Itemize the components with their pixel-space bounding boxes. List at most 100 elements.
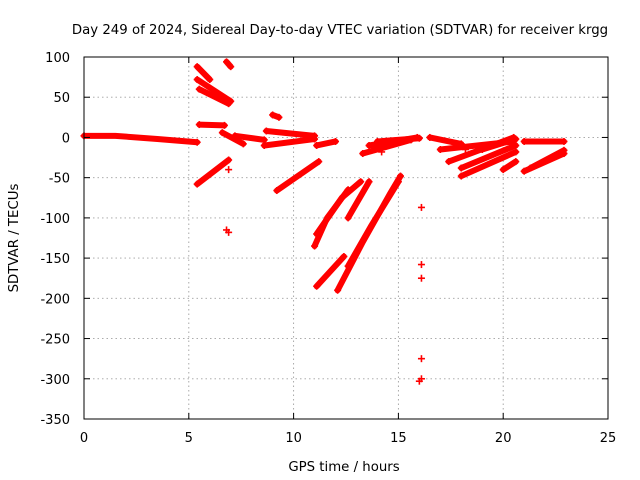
data-point	[357, 178, 365, 186]
data-point	[223, 226, 231, 234]
data-point	[193, 138, 201, 146]
x-tick-label: 15	[390, 431, 407, 446]
data-point	[193, 76, 201, 84]
data-point	[512, 148, 520, 156]
y-tick-label: 50	[53, 91, 70, 106]
data-track	[261, 136, 318, 149]
data-track	[219, 129, 247, 147]
data-point	[426, 133, 434, 141]
data-point	[415, 377, 423, 385]
data-point	[417, 261, 425, 269]
data-track	[374, 135, 423, 145]
y-tick-label: -250	[40, 333, 70, 348]
data-point	[332, 137, 340, 145]
x-tick-label: 5	[185, 431, 193, 446]
data-track	[81, 132, 201, 146]
data-track	[273, 158, 322, 194]
data-track	[196, 86, 232, 107]
data-point	[396, 172, 404, 180]
data-point	[311, 242, 319, 250]
data-point	[445, 158, 453, 166]
data-point	[365, 178, 373, 186]
axis-ticks: 0 5 10 15 20 25 100 50 0 -50 -100 -150 -200 -250 -300 -…	[40, 51, 616, 446]
data-point	[227, 63, 235, 71]
data-series	[80, 58, 568, 385]
data-point	[340, 253, 348, 261]
data-point	[262, 127, 270, 135]
data-point	[315, 158, 323, 166]
data-point	[417, 203, 425, 211]
data-point	[373, 137, 381, 145]
data-track	[345, 178, 402, 270]
data-point	[512, 141, 520, 149]
data-point	[560, 137, 568, 145]
data-track	[500, 158, 519, 173]
data-track	[345, 178, 373, 221]
y-tick-label: -350	[40, 413, 70, 428]
y-tick-label: -300	[40, 373, 70, 388]
data-point	[193, 63, 201, 71]
data-point	[223, 58, 231, 66]
data-track	[194, 156, 232, 188]
data-point	[520, 167, 528, 175]
data-point	[499, 166, 507, 174]
data-point	[457, 164, 465, 172]
data-point	[195, 121, 203, 129]
data-point	[512, 158, 520, 166]
data-point	[344, 214, 352, 222]
data-point	[231, 132, 239, 140]
data-point	[193, 180, 201, 188]
data-point	[225, 166, 233, 174]
data-point	[273, 187, 281, 195]
data-track	[458, 148, 519, 180]
data-point	[365, 141, 373, 149]
data-track	[458, 142, 519, 172]
y-axis-label: SDTVAR / TECUs	[7, 184, 22, 293]
data-point	[478, 146, 486, 154]
data-track	[426, 134, 465, 147]
data-point	[195, 85, 203, 93]
data-point	[313, 141, 321, 149]
data-point	[512, 135, 520, 143]
data-point	[417, 274, 425, 282]
data-point	[394, 178, 402, 186]
data-track	[231, 132, 268, 143]
x-tick-label: 10	[285, 431, 302, 446]
data-point	[206, 76, 214, 84]
data-point	[378, 148, 386, 156]
data-track	[194, 63, 213, 83]
x-tick-label: 0	[80, 431, 88, 446]
data-point	[220, 121, 228, 129]
data-point	[311, 135, 319, 143]
data-track	[196, 121, 228, 129]
data-point	[275, 113, 283, 121]
y-tick-label: 0	[62, 131, 70, 146]
data-point	[461, 146, 469, 154]
y-tick-label: -50	[49, 172, 70, 187]
data-point	[313, 230, 321, 238]
x-tick-label: 25	[600, 431, 617, 446]
data-track	[479, 136, 519, 153]
data-point	[560, 146, 568, 154]
y-tick-label: -150	[40, 252, 70, 267]
data-point	[520, 137, 528, 145]
chart-title: Day 249 of 2024, Sidereal Day-to-day VTE…	[72, 23, 608, 38]
data-point	[457, 172, 465, 180]
data-point	[344, 262, 352, 270]
data-point	[225, 156, 233, 164]
data-track	[527, 147, 567, 172]
data-point	[359, 150, 367, 158]
data-point	[269, 111, 277, 119]
y-tick-label: -100	[40, 212, 70, 227]
data-point	[436, 146, 444, 154]
data-point	[260, 141, 268, 149]
data-track	[263, 128, 318, 139]
data-point	[239, 140, 247, 148]
x-axis-label: GPS time / hours	[288, 460, 399, 475]
data-track	[313, 178, 364, 237]
data-point	[313, 282, 321, 290]
y-tick-label: 100	[45, 51, 70, 66]
data-point	[415, 134, 423, 142]
data-track	[194, 76, 234, 105]
